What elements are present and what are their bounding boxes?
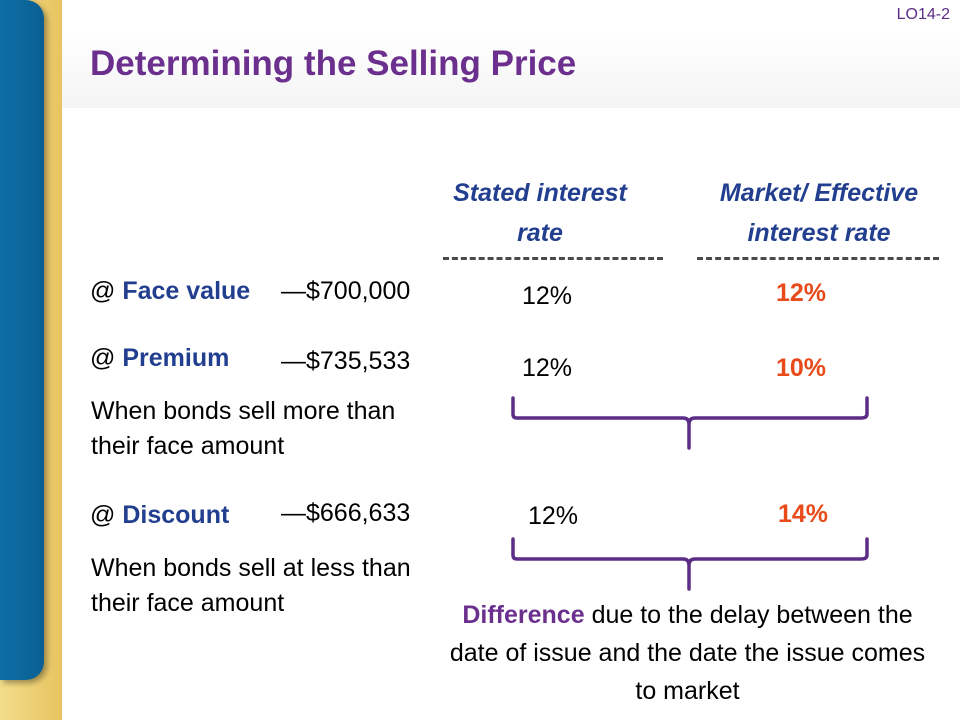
discount-brace (511, 537, 869, 591)
discount-description: When bonds sell at less than their face … (91, 554, 411, 617)
face-value-stated-rate: 12% (522, 282, 573, 310)
premium-keyword: Premium (122, 344, 230, 372)
face-value-keyword: Face value (122, 277, 251, 305)
sidebar-blue-band (0, 0, 44, 680)
stated-heading-divider (443, 257, 663, 260)
at-symbol: @ (90, 277, 116, 305)
premium-market-rate: 10% (776, 354, 827, 382)
discount-market-rate: 14% (778, 500, 829, 528)
premium-stated-rate: 12% (522, 354, 573, 382)
discount-stated-rate: 12% (528, 502, 579, 530)
premium-price: —$735,533 (281, 347, 411, 375)
difference-explanation: Difference due to the delay between the … (440, 596, 935, 710)
discount-keyword: Discount (122, 501, 230, 529)
stated-rate-heading: Stated interest rate (453, 179, 627, 247)
at-symbol: @ (90, 344, 116, 372)
premium-label: @ Premium (90, 344, 229, 373)
difference-text: due to the delay between the date of iss… (449, 601, 926, 705)
premium-brace (511, 396, 869, 450)
face-value-price: —$700,000 (281, 277, 411, 305)
face-value-label: @ Face value (90, 277, 250, 306)
discount-label: @ Discount (90, 501, 229, 530)
discount-price: —$666,633 (281, 499, 411, 527)
at-symbol: @ (90, 501, 116, 529)
title-band (62, 30, 960, 108)
difference-keyword: Difference (462, 601, 585, 629)
market-heading-divider (697, 257, 939, 260)
face-value-market-rate: 12% (776, 279, 827, 307)
learning-objective-label: LO14-2 (896, 6, 950, 23)
market-rate-heading: Market/ Effective interest rate (719, 179, 919, 247)
slide-title: Determining the Selling Price (90, 44, 577, 83)
premium-description: When bonds sell more than their face amo… (91, 397, 396, 460)
